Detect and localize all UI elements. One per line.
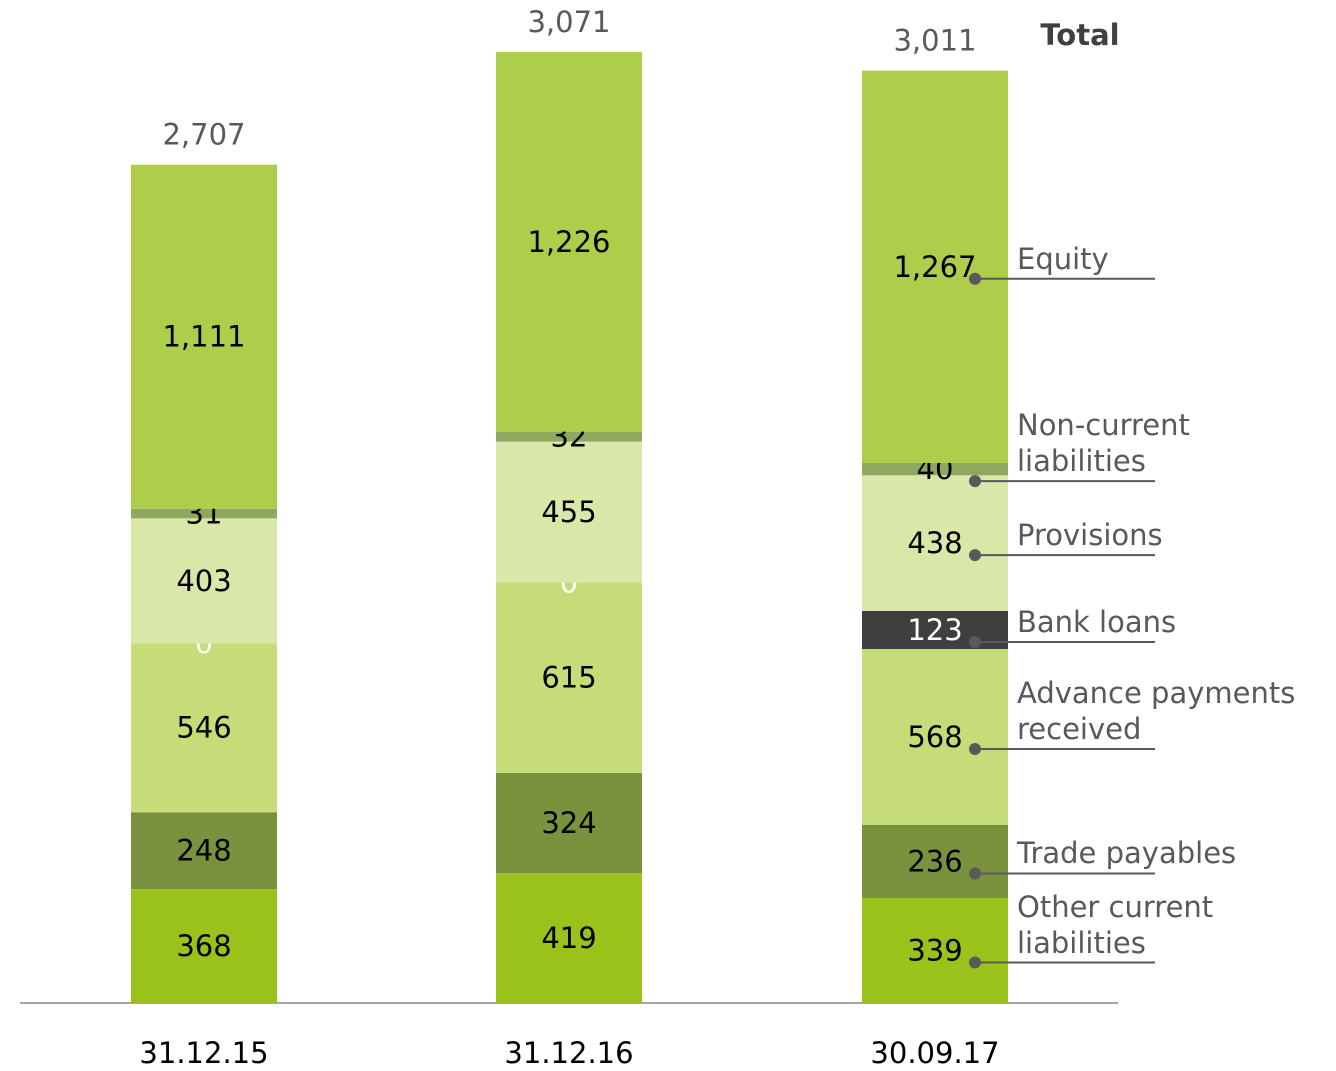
bar-segment: [862, 475, 1008, 611]
legend-label: Advance payments received: [1017, 676, 1296, 746]
bar-segment: [131, 889, 277, 1003]
bar-segment: [862, 462, 1008, 476]
legend-label: Non-current liabilities: [1017, 408, 1190, 479]
data-label: 123: [907, 613, 962, 647]
x-tick-label: 31.12.16: [504, 1036, 633, 1070]
data-label: 339: [907, 934, 962, 968]
total-label: 2,707: [162, 118, 245, 152]
data-label: 368: [176, 929, 231, 963]
total-label: 3,071: [527, 5, 610, 39]
data-label: 1,111: [162, 320, 245, 354]
legend-dot: [969, 636, 981, 649]
data-label: 248: [176, 834, 231, 868]
legend-dot: [969, 549, 981, 562]
data-label: 455: [541, 495, 596, 529]
bar-segment: [862, 70, 1008, 463]
total-label: 3,011: [893, 24, 976, 58]
bar-segment: [862, 649, 1008, 825]
legend-dot: [969, 272, 981, 285]
bar-segment: [496, 873, 642, 1003]
data-label: 438: [907, 526, 962, 560]
data-label: 615: [541, 661, 596, 695]
legend-label: Provisions: [1017, 518, 1163, 553]
data-label: 568: [907, 720, 962, 754]
x-tick-label: 30.09.17: [870, 1036, 999, 1070]
bar-segment: [862, 824, 1008, 899]
data-label: 546: [176, 711, 231, 745]
legend-label: Other current liabilities: [1017, 889, 1214, 960]
legend-label: Equity: [1017, 241, 1109, 276]
bar-segment: [496, 582, 642, 773]
data-label: 419: [541, 921, 596, 955]
bar-segment: [131, 643, 277, 813]
total-heading: Total: [1040, 18, 1119, 52]
bar-segment: [131, 508, 277, 519]
bar-segment: [496, 52, 642, 432]
legend-label: Trade payables: [1017, 836, 1237, 871]
data-label: 1,226: [527, 225, 610, 259]
bar-segment: [496, 431, 642, 442]
legend-label: Bank loans: [1017, 605, 1177, 640]
bar-segment: [131, 812, 277, 890]
data-label: 324: [541, 806, 596, 840]
bar-segment: [131, 518, 277, 644]
bar-segment: [131, 164, 277, 509]
legend-dot: [969, 956, 981, 969]
data-label: 236: [907, 844, 962, 878]
data-label: 403: [176, 564, 231, 598]
bar-segment: [496, 772, 642, 874]
x-tick-label: 31.12.15: [139, 1036, 268, 1070]
legend-dot: [969, 475, 981, 488]
legend-dot: [969, 742, 981, 755]
bar-segment: [496, 441, 642, 583]
data-label: 1,267: [893, 250, 976, 284]
bar-segment: [862, 898, 1008, 1003]
legend-dot: [969, 867, 981, 880]
